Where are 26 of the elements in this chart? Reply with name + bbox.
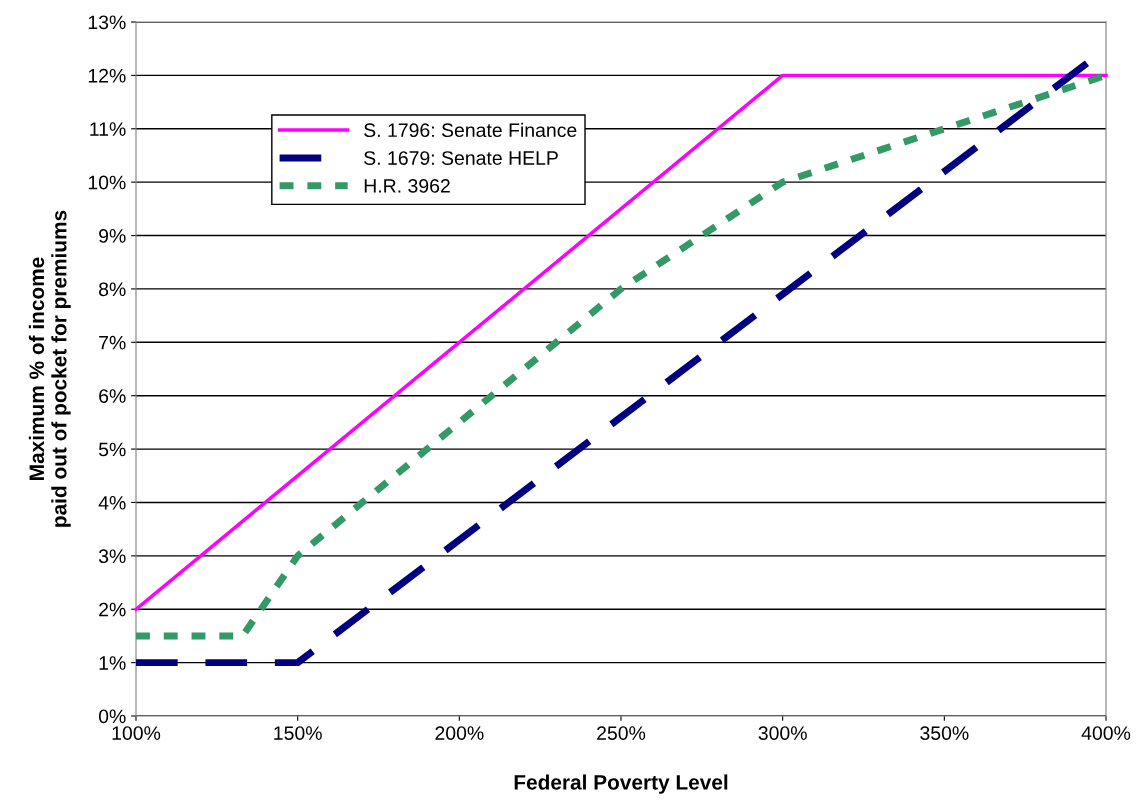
x-tick-label: 250%: [597, 726, 646, 740]
y-axis-title: Maximum % of income paid out of pocket for premiums: [28, 210, 71, 527]
x-axis-title: Federal Poverty Level: [514, 774, 728, 794]
y-tick-label: 4%: [98, 496, 126, 510]
legend-label: H.R. 3962: [364, 178, 450, 193]
y-tick-label: 3%: [98, 549, 126, 564]
x-tick-label: 150%: [274, 726, 322, 740]
y-tick-label: 0%: [98, 709, 126, 724]
y-tick-label: 12%: [88, 68, 126, 83]
y-tick-label: 9%: [99, 229, 126, 243]
y-tick-label: 10%: [88, 175, 126, 190]
y-tick-label: 11%: [90, 122, 126, 136]
y-tick-label: 2%: [99, 602, 126, 617]
y-tick-label: 6%: [99, 389, 126, 403]
y-tick-label: 5%: [98, 442, 126, 457]
y-tick-label: 7%: [99, 335, 126, 350]
legend-label: S. 1796: Senate Finance: [364, 122, 577, 138]
x-tick-label: 350%: [920, 726, 969, 740]
y-tick-label: 13%: [88, 15, 126, 30]
x-tick-label: 400%: [1081, 726, 1131, 740]
x-tick-label: 100%: [112, 726, 161, 740]
y-tick-label: 1%: [99, 656, 126, 670]
legend-label: S. 1679: Senate HELP: [364, 151, 558, 165]
y-tick-label: 8%: [99, 282, 126, 297]
x-tick-label: 200%: [435, 726, 484, 740]
x-tick-label: 300%: [758, 726, 807, 740]
